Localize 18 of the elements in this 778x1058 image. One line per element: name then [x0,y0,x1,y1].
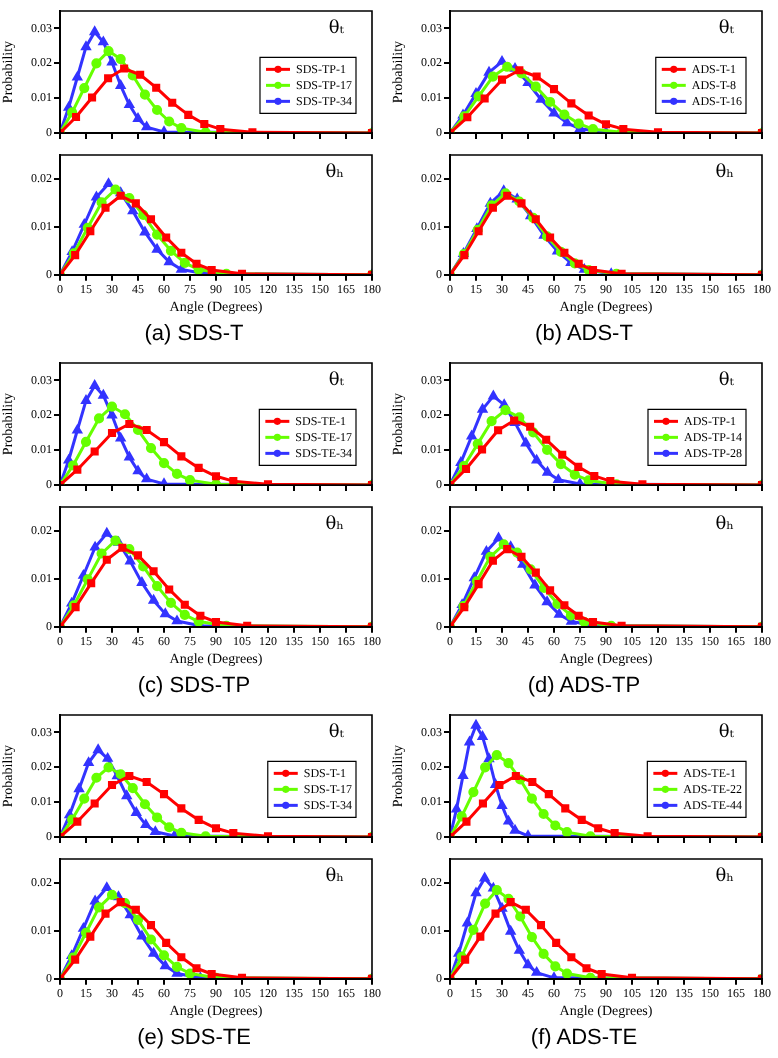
annotation: θₜ [718,370,736,391]
text: (b) ADS-T [533,320,635,350]
annotation: θₜ [328,722,346,743]
text: (c) SDS-TP [135,672,253,702]
annotation: θₕ [325,162,345,183]
annotation: θₜ [328,18,346,39]
annotation: θₕ [325,514,345,535]
annotation: θₜ [328,370,346,391]
text: (f) ADS-TE [528,1024,640,1054]
annotation: θₕ [715,866,735,887]
text: (e) SDS-TE [135,1024,253,1054]
annotation: θₜ [718,722,736,743]
text: (d) ADS-TP [525,672,643,702]
annotation: θₕ [715,514,735,535]
annotation: θₜ [718,18,736,39]
annotation: θₕ [325,866,345,887]
text: (a) SDS-T [142,320,246,350]
annotation: θₕ [715,162,735,183]
